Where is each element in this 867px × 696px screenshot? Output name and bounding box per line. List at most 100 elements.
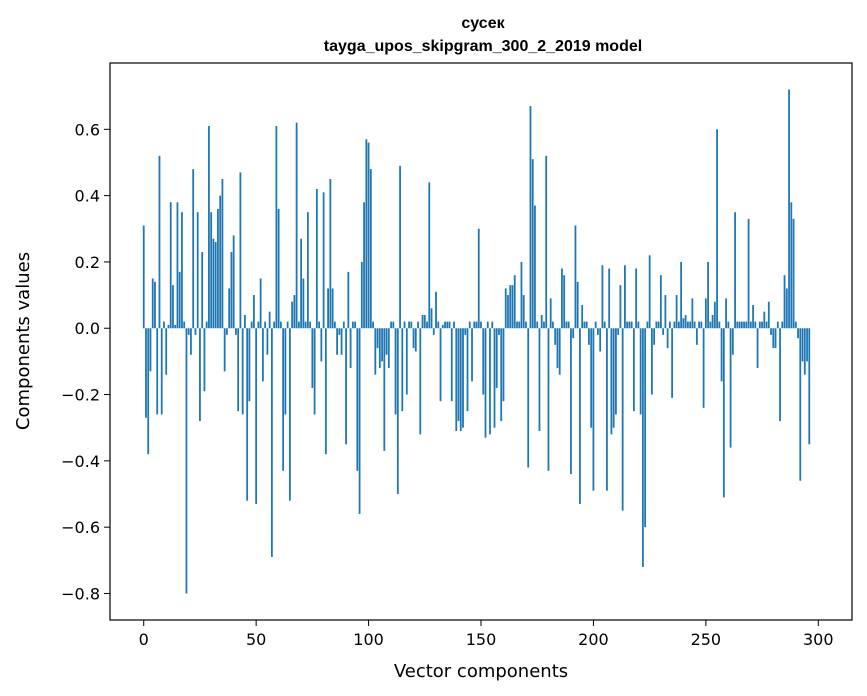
- bar: [403, 321, 406, 329]
- bar: [698, 321, 700, 329]
- bar: [540, 314, 543, 329]
- bar: [270, 328, 273, 558]
- bar: [201, 251, 204, 329]
- y-tick-label: −0.4: [61, 452, 100, 471]
- bar: [545, 155, 548, 329]
- bar: [340, 328, 343, 355]
- bar: [671, 328, 674, 398]
- bar: [738, 321, 741, 329]
- bar: [761, 321, 763, 329]
- bar: [342, 321, 345, 329]
- bar: [279, 321, 282, 329]
- bar: [300, 238, 303, 329]
- bar: [208, 125, 210, 329]
- bar: [396, 328, 399, 495]
- bar: [172, 285, 174, 329]
- bar: [763, 311, 766, 329]
- bar: [619, 285, 622, 329]
- bar: [579, 328, 581, 504]
- bar: [655, 321, 658, 329]
- bar: [534, 205, 536, 329]
- bar: [192, 169, 195, 329]
- bar: [421, 314, 424, 329]
- x-tick-label: 100: [353, 630, 384, 649]
- bar: [165, 328, 168, 375]
- bar: [635, 268, 638, 329]
- bar: [338, 328, 341, 335]
- bar: [336, 328, 338, 355]
- bar: [259, 278, 262, 329]
- bar: [704, 298, 707, 329]
- bar: [673, 321, 676, 329]
- bar: [722, 328, 725, 498]
- bar: [399, 165, 401, 329]
- bar: [178, 271, 181, 329]
- bar: [230, 251, 233, 329]
- bar: [432, 328, 435, 335]
- bar: [331, 288, 334, 329]
- bar: [423, 314, 426, 329]
- bar: [158, 155, 161, 329]
- bar: [163, 321, 165, 329]
- bar: [185, 328, 188, 594]
- bar: [480, 321, 482, 329]
- x-axis-label: Vector components: [394, 661, 568, 682]
- bar: [383, 328, 386, 451]
- bar: [446, 321, 449, 329]
- bar: [417, 321, 419, 329]
- bar: [806, 328, 808, 362]
- bar: [455, 328, 458, 432]
- bar: [387, 328, 390, 369]
- bar: [691, 298, 694, 329]
- bar: [235, 328, 237, 335]
- bar: [552, 321, 554, 329]
- bar: [628, 321, 631, 329]
- bar: [675, 295, 678, 329]
- bar: [803, 328, 806, 375]
- bar: [646, 321, 649, 329]
- x-tick-label: 50: [246, 630, 266, 649]
- bar: [630, 321, 633, 329]
- bar: [237, 328, 240, 412]
- bar: [419, 328, 422, 435]
- bar: [776, 321, 779, 329]
- bar: [511, 285, 514, 329]
- bar: [563, 275, 566, 329]
- bar: [513, 275, 516, 329]
- bar: [574, 225, 577, 329]
- bar: [212, 238, 215, 329]
- bar: [599, 328, 602, 352]
- bar: [500, 328, 503, 422]
- bar: [374, 328, 377, 375]
- bar: [246, 328, 249, 501]
- bar: [194, 328, 197, 335]
- bar: [239, 172, 242, 329]
- bar: [700, 321, 703, 329]
- bar: [765, 321, 768, 329]
- bar: [725, 298, 727, 329]
- bar: [394, 328, 397, 415]
- bar: [682, 318, 685, 329]
- y-tick-label: 0.2: [75, 253, 100, 272]
- bar: [174, 324, 177, 329]
- bar: [709, 321, 712, 329]
- bar: [210, 212, 213, 329]
- chart-title-line2: tayga_upos_skipgram_300_2_2019 model: [324, 38, 642, 55]
- bar: [441, 324, 444, 329]
- bar: [226, 328, 228, 335]
- bar: [354, 321, 356, 329]
- bar: [772, 328, 775, 349]
- bar: [734, 212, 736, 329]
- bar: [147, 328, 150, 455]
- bar: [347, 271, 350, 329]
- bar: [621, 328, 624, 511]
- bar: [756, 328, 759, 369]
- bar: [453, 321, 455, 329]
- bar: [448, 321, 451, 329]
- y-tick-label: −0.6: [61, 518, 100, 537]
- bar: [680, 261, 683, 329]
- bar: [262, 328, 264, 382]
- bar: [248, 328, 251, 402]
- bar: [529, 106, 532, 329]
